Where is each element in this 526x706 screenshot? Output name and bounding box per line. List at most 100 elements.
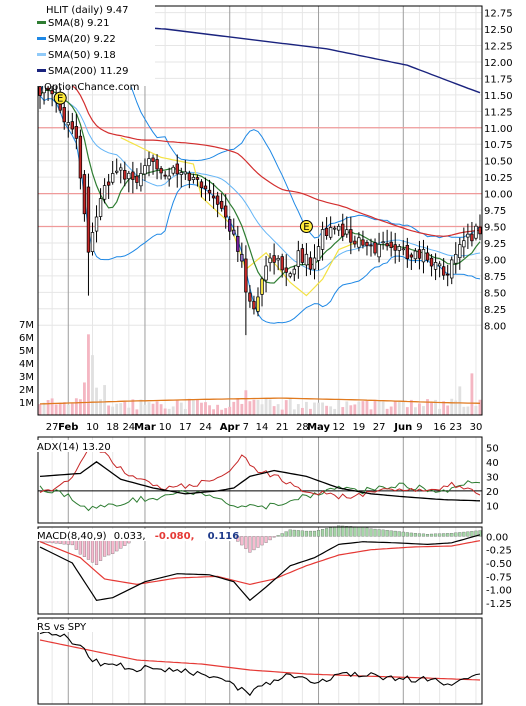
candle-body [207, 189, 212, 194]
volume-bar [442, 401, 446, 415]
candle-body [304, 253, 309, 266]
candle-body [70, 121, 74, 130]
candle-body [345, 229, 349, 235]
volume-bar [329, 406, 333, 415]
candle-body [373, 242, 377, 254]
volume-bar [135, 409, 139, 415]
candle-body [78, 135, 83, 179]
earnings-marker-label: E [303, 222, 309, 233]
candle-body [199, 181, 204, 189]
macd-tick-label: -1.00 [486, 586, 512, 597]
candle-body [179, 172, 183, 175]
candle-body [38, 86, 42, 96]
macd-histogram-bar [377, 529, 381, 537]
volume-bar [450, 398, 454, 415]
volume-bar [276, 404, 280, 415]
volume-bar [74, 398, 78, 415]
volume-tick-label: 6M [19, 333, 34, 344]
volume-bar [430, 402, 433, 415]
candle-body [236, 235, 240, 252]
macd-histogram-bar [373, 528, 377, 537]
macd-histogram-bar [248, 536, 252, 553]
macd-histogram-bar [425, 534, 430, 537]
volume-bar [353, 404, 357, 415]
macd-histogram-bar [365, 527, 369, 537]
macd-histogram-bar [264, 536, 268, 543]
macd-histogram-bar [381, 529, 385, 537]
macd-histogram-bar [438, 533, 442, 537]
candle-body [377, 244, 381, 258]
candle-body [409, 254, 414, 258]
macd-histogram-bar [272, 536, 276, 538]
volume-tick-label: 2M [19, 385, 34, 396]
volume-bar [272, 406, 276, 415]
volume-bar [191, 399, 195, 415]
volume-bar [220, 409, 224, 415]
volume-bar [462, 406, 466, 415]
macd-histogram-bar [478, 530, 482, 537]
candle-body [46, 87, 50, 91]
volume-bar [187, 398, 191, 415]
macd-histogram-bar [429, 533, 434, 537]
volume-bar [228, 406, 232, 415]
volume-bar [405, 407, 409, 415]
candle-body [143, 165, 147, 175]
candle-body [341, 223, 345, 237]
macd-histogram-bar [442, 533, 446, 537]
macd-histogram-bar [345, 526, 349, 537]
volume-bar [317, 402, 320, 415]
volume-bar [50, 398, 54, 415]
macd-label-line: MACD(8,40,9) 0.033, -0.080, 0.116 [37, 531, 239, 542]
candle-body [163, 174, 167, 177]
candle-body [332, 227, 337, 230]
price-tick-label: 10.25 [484, 173, 513, 184]
macd-histogram-bar [393, 530, 397, 537]
macd-histogram-bar [466, 531, 470, 537]
macd-histogram-bar [333, 526, 337, 537]
candle-body [232, 229, 236, 235]
macd-histogram-bar [288, 529, 292, 537]
date-tick-label: 18 [106, 422, 119, 433]
candle-body [244, 258, 248, 293]
macd-histogram-bar [284, 531, 288, 537]
candle-body [215, 195, 220, 205]
volume-bar [365, 401, 369, 415]
macd-histogram-bar [280, 533, 284, 537]
macd-histogram-bar [244, 536, 248, 549]
date-tick-label: May [307, 422, 330, 433]
volume-bar [478, 399, 482, 415]
date-tick-label: 19 [353, 422, 366, 433]
date-tick-label: 17 [179, 422, 192, 433]
candle-body [106, 181, 111, 186]
candle-body [131, 171, 135, 180]
price-tick-label: 10.00 [484, 190, 513, 201]
volume-bar [38, 404, 42, 415]
candle-body [385, 243, 389, 247]
volume-bar [361, 401, 365, 415]
legend-swatch-sma8 [37, 21, 46, 24]
price-tick-label: 12.50 [484, 25, 513, 36]
candle-body [102, 185, 107, 200]
candle-body [389, 241, 393, 248]
macd-histogram-bar [434, 533, 438, 537]
legend-box [35, 2, 155, 86]
macd-panel-frame [37, 526, 483, 615]
volume-bar [240, 403, 244, 415]
volume-bar [422, 406, 425, 415]
volume-bar [321, 402, 324, 415]
macd-histogram-bar [292, 529, 296, 537]
candle-body [393, 244, 397, 251]
volume-bar [147, 402, 151, 415]
macd-histogram-bar [337, 525, 341, 537]
volume-bar [99, 399, 102, 415]
macd-tick-label: -0.50 [486, 559, 512, 570]
volume-bar [341, 407, 345, 415]
rs-panel-frame [37, 617, 483, 705]
volume-tick-label: 4M [19, 359, 34, 370]
candle-body [474, 225, 478, 239]
volume-bar [119, 403, 123, 415]
candle-body [276, 257, 280, 261]
volume-bar [216, 404, 220, 415]
